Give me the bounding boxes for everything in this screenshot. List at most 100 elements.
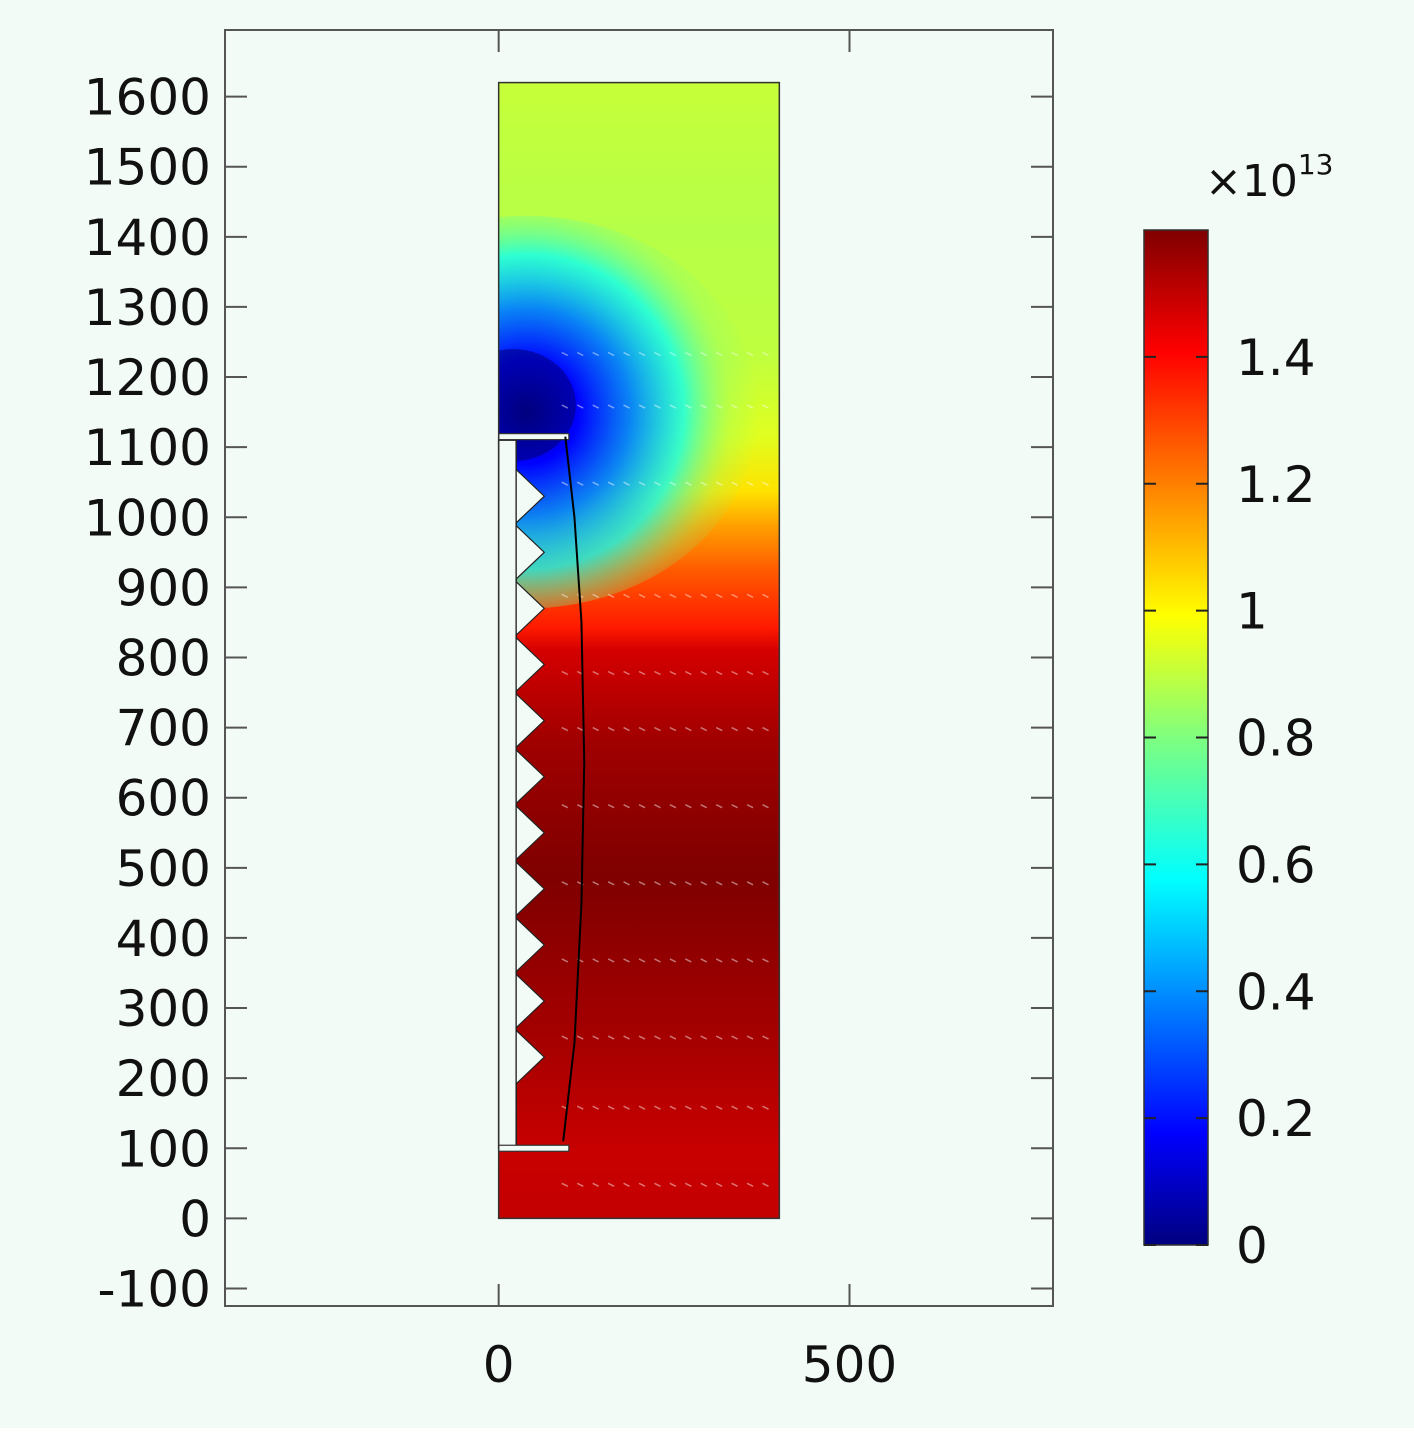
field-arrow xyxy=(654,481,661,486)
field-arrow xyxy=(669,351,677,357)
field-arrow xyxy=(607,404,615,409)
field-arrow xyxy=(700,351,708,357)
field-arrow xyxy=(700,726,708,732)
field-arrow xyxy=(561,351,569,357)
field-arrow xyxy=(576,1182,584,1187)
field-arrow xyxy=(762,726,769,732)
field-arrow xyxy=(700,1105,708,1110)
field-arrow xyxy=(654,593,661,599)
electrode-tooth xyxy=(515,916,546,973)
field-arrow xyxy=(607,1035,615,1040)
field-arrow xyxy=(684,351,692,357)
field-arrow xyxy=(561,958,569,963)
field-arrow xyxy=(576,1035,584,1040)
field-arrow xyxy=(654,726,661,732)
field-arrow xyxy=(638,351,646,357)
field-arrow xyxy=(731,726,738,732)
field-arrow xyxy=(715,958,723,963)
field-arrow xyxy=(669,1035,677,1040)
field-arrow xyxy=(623,670,630,676)
electrode xyxy=(497,81,781,1220)
field-arrow xyxy=(669,804,677,809)
electrode-tooth xyxy=(515,804,546,861)
field-arrow xyxy=(654,404,661,409)
field-arrow xyxy=(700,1182,708,1187)
field-arrow xyxy=(746,1035,754,1040)
colorbar-tick-label: 1 xyxy=(1236,583,1268,641)
electrode-tooth xyxy=(515,1029,546,1086)
y-tick-label: 1200 xyxy=(84,349,211,407)
field-arrow xyxy=(561,404,569,409)
field-arrow xyxy=(623,958,630,963)
field-arrow xyxy=(746,351,754,357)
electrode-tooth xyxy=(515,636,546,693)
y-tick-label: 0 xyxy=(179,1190,211,1248)
field-arrow xyxy=(684,1105,692,1110)
field-arrow xyxy=(623,351,630,357)
field-arrow xyxy=(561,481,569,486)
field-arrow xyxy=(700,404,708,409)
field-arrow xyxy=(592,593,600,599)
y-tick-label: 1400 xyxy=(84,209,211,267)
field-arrow xyxy=(746,1182,754,1187)
field-arrow xyxy=(638,1035,646,1040)
field-arrow xyxy=(623,404,630,409)
field-arrow xyxy=(638,670,646,676)
y-tick-label: -100 xyxy=(98,1260,211,1318)
field-arrow xyxy=(715,593,723,599)
field-arrow xyxy=(576,804,584,809)
electrode-tooth xyxy=(515,748,546,805)
field-colormap xyxy=(498,82,780,1219)
field-arrow xyxy=(731,351,738,357)
field-arrow xyxy=(623,1182,630,1187)
electrode-bottom-plate xyxy=(498,1144,570,1152)
field-arrow xyxy=(607,351,615,357)
colorbar-tick-label: 0.8 xyxy=(1236,710,1316,768)
field-arrow xyxy=(669,670,677,676)
colorbar-tick-label: 0.4 xyxy=(1236,963,1316,1021)
field-arrow xyxy=(592,351,600,357)
x-tick-label: 500 xyxy=(802,1336,897,1394)
electrode-tooth xyxy=(515,692,546,749)
field-arrow xyxy=(746,726,754,732)
field-arrow xyxy=(762,1035,769,1040)
field-arrow xyxy=(607,881,615,886)
field-arrow xyxy=(623,1035,630,1040)
field-arrow xyxy=(592,670,600,676)
field-arrow xyxy=(715,804,723,809)
colorbar-tick-label: 0 xyxy=(1236,1217,1268,1275)
field-arrow xyxy=(684,804,692,809)
field-arrow xyxy=(623,1105,630,1110)
field-arrow xyxy=(638,958,646,963)
electrode-tooth xyxy=(515,468,546,525)
field-arrow xyxy=(684,593,692,599)
field-arrow xyxy=(684,670,692,676)
field-arrow xyxy=(607,1182,615,1187)
field-arrow xyxy=(684,726,692,732)
field-arrow xyxy=(576,481,584,486)
field-arrow xyxy=(762,670,769,676)
y-axis: -100 0 100 200 300 400 500 600 700 800 900 1000 1100… xyxy=(84,69,1053,1318)
field-arrow xyxy=(638,404,646,409)
field-arrow xyxy=(623,804,630,809)
y-tick-label: 300 xyxy=(116,980,211,1038)
y-tick-label: 500 xyxy=(116,840,211,898)
field-arrow xyxy=(561,670,569,676)
y-tick-label: 1000 xyxy=(84,489,211,547)
colorbar-tick-label: 0.2 xyxy=(1236,1090,1316,1148)
axes-frame xyxy=(224,29,1054,1307)
field-arrow xyxy=(607,481,615,486)
field-domain xyxy=(498,82,780,1219)
field-arrow xyxy=(762,881,769,886)
field-arrow xyxy=(731,958,738,963)
field-arrow xyxy=(731,1105,738,1110)
field-arrow xyxy=(762,804,769,809)
field-arrow xyxy=(731,593,738,599)
field-arrow xyxy=(715,670,723,676)
field-arrow xyxy=(684,481,692,486)
colorbar-tick-label: 1.4 xyxy=(1236,329,1316,387)
field-arrow xyxy=(654,1035,661,1040)
field-arrow xyxy=(715,404,723,409)
field-arrow xyxy=(623,881,630,886)
field-arrow xyxy=(746,804,754,809)
